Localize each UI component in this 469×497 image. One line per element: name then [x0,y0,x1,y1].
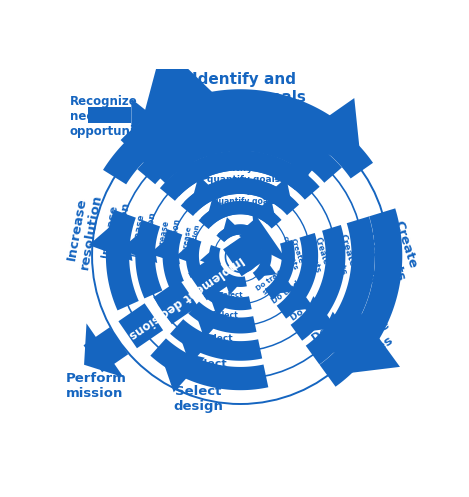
Polygon shape [103,94,373,184]
Text: Identify and
quantify goals: Identify and quantify goals [199,137,289,159]
Polygon shape [83,328,128,372]
Text: Increase
resolution: Increase resolution [180,222,200,264]
Polygon shape [188,255,233,300]
Polygon shape [151,338,268,390]
Polygon shape [84,324,123,377]
Polygon shape [281,282,314,312]
Polygon shape [170,319,262,361]
Text: Implement decisions: Implement decisions [126,253,246,341]
Text: Do trade
studies: Do trade studies [331,318,401,379]
Text: Select
design: Select design [187,359,228,381]
Polygon shape [139,115,331,183]
Text: Increase
resolution: Increase resolution [99,199,131,265]
Polygon shape [153,279,198,324]
Text: Identify and
quantify goals: Identify and quantify goals [190,102,298,130]
Text: Identify and
quantify goals: Identify and quantify goals [207,165,280,184]
Polygon shape [208,291,234,317]
Text: Recognize
need/
opportunity: Recognize need/ opportunity [69,95,148,138]
Polygon shape [136,220,162,298]
Polygon shape [144,121,327,178]
Polygon shape [186,237,203,278]
Polygon shape [274,154,312,193]
Polygon shape [160,151,320,201]
Text: Identify and
quantify goals: Identify and quantify goals [213,186,275,206]
Polygon shape [198,201,281,229]
Polygon shape [306,216,375,364]
Polygon shape [277,233,318,319]
Polygon shape [296,296,336,333]
Polygon shape [221,217,242,238]
Polygon shape [190,175,222,207]
Polygon shape [89,214,132,261]
Text: Increase
resolution: Increase resolution [129,208,157,263]
Text: Create
concepts: Create concepts [326,228,358,277]
Text: Create
concepts: Create concepts [350,224,388,284]
Polygon shape [106,210,139,311]
Polygon shape [219,271,247,287]
Polygon shape [218,225,260,241]
Polygon shape [201,201,275,227]
Polygon shape [158,347,205,392]
Polygon shape [296,98,362,170]
Polygon shape [137,121,342,184]
Polygon shape [121,223,157,263]
Polygon shape [181,178,299,216]
Polygon shape [134,44,241,153]
Polygon shape [252,210,289,263]
Polygon shape [152,69,252,170]
Polygon shape [121,89,348,166]
Polygon shape [150,232,180,264]
Polygon shape [189,302,257,333]
Polygon shape [200,247,219,267]
Polygon shape [175,239,199,266]
Text: Select
design: Select design [174,385,224,414]
Polygon shape [262,178,293,210]
Polygon shape [251,198,277,224]
Polygon shape [256,258,277,277]
Text: Create
concepts: Create concepts [281,233,305,271]
Text: Increase
resolution: Increase resolution [64,190,105,270]
Polygon shape [152,124,198,170]
Polygon shape [88,107,131,123]
Text: Create
concepts: Create concepts [375,210,422,283]
Polygon shape [265,240,295,300]
Polygon shape [253,247,272,281]
Polygon shape [118,303,163,348]
Polygon shape [131,99,151,131]
Text: Do trade
studies: Do trade studies [255,267,291,297]
Polygon shape [241,218,260,239]
Text: Select
design: Select design [200,334,234,353]
Polygon shape [165,151,308,196]
Polygon shape [204,286,252,310]
Polygon shape [327,310,400,376]
Polygon shape [216,225,264,242]
Polygon shape [223,275,243,295]
Text: Perform
mission: Perform mission [66,372,127,400]
Text: Increase
resolution: Increase resolution [155,216,182,263]
Text: Select
design: Select design [218,292,245,305]
Polygon shape [209,245,221,268]
Text: Do trade
studies: Do trade studies [289,290,337,331]
Polygon shape [269,270,295,295]
Text: Create
concepts: Create concepts [302,231,332,274]
Polygon shape [240,232,247,240]
Polygon shape [206,196,232,222]
Polygon shape [184,178,290,213]
Text: Do trade
studies: Do trade studies [270,276,312,314]
Polygon shape [312,312,360,355]
Polygon shape [291,225,345,340]
Text: Do trade
studies: Do trade studies [310,304,367,353]
Polygon shape [319,208,402,387]
Text: Select
design: Select design [211,311,240,330]
Polygon shape [177,327,216,365]
Polygon shape [194,308,226,339]
Text: Identify and
quantify goals: Identify and quantify goals [182,73,305,105]
Polygon shape [288,128,333,175]
Polygon shape [172,151,211,189]
Polygon shape [163,229,184,287]
Polygon shape [223,231,268,276]
